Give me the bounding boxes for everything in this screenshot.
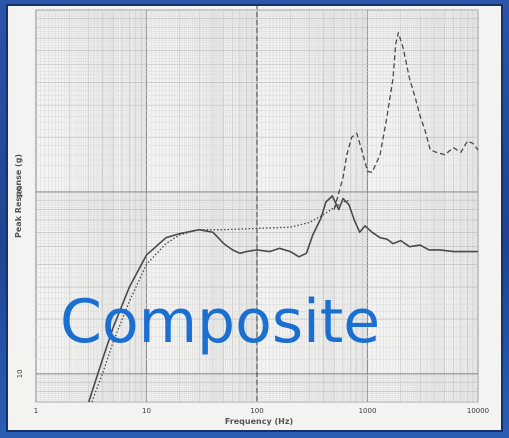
series-dashed-line <box>333 32 479 210</box>
composite-title: Composite <box>60 287 381 357</box>
chart-paper: 1 10 100 1000 10000 10 100 Frequency (Hz) Peak… <box>8 6 501 430</box>
y-tick-label: 100 <box>16 185 24 198</box>
x-tick-label: 1 <box>34 407 38 415</box>
x-axis-label: Frequency (Hz) <box>225 417 293 426</box>
series-dotted-line <box>91 199 351 403</box>
peak-response-chart: 1 10 100 1000 10000 10 100 Frequency (Hz) Peak… <box>14 6 489 426</box>
y-axis-label: Peak Response (g) <box>14 154 23 238</box>
x-tick-label: 10000 <box>467 407 489 415</box>
x-tick-label: 1000 <box>359 407 377 415</box>
y-tick-label: 10 <box>16 369 24 378</box>
x-tick-label: 100 <box>250 407 263 415</box>
series-group <box>87 32 479 403</box>
x-tick-label: 10 <box>142 407 151 415</box>
tick-labels-group: 1 10 100 1000 10000 10 100 <box>16 185 489 415</box>
